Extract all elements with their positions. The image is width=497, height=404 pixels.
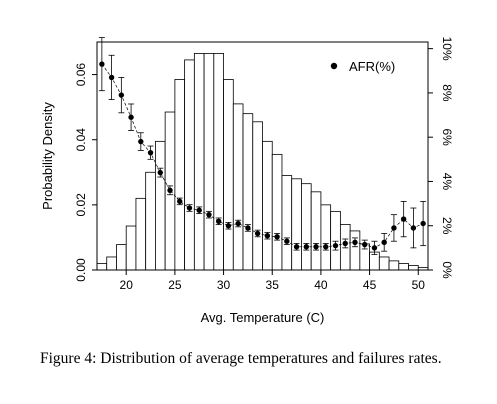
afr-point <box>371 245 378 251</box>
afr-point <box>245 225 251 231</box>
afr-series <box>98 37 427 255</box>
y2-tick-label: 6% <box>440 129 454 147</box>
histogram-bar <box>330 210 341 271</box>
histogram-bar <box>310 191 322 271</box>
histogram-bar <box>281 175 293 271</box>
histogram-bar <box>262 140 273 271</box>
afr-point <box>235 220 241 227</box>
legend-label: AFR(%) <box>349 59 395 74</box>
afr-point <box>381 239 387 246</box>
histogram-bar <box>106 256 117 271</box>
legend-marker <box>330 62 338 70</box>
afr-point <box>186 205 193 211</box>
afr-point <box>138 138 144 145</box>
histogram-bar <box>96 263 108 271</box>
plot-frame <box>96 41 429 271</box>
histogram-bar <box>252 121 263 271</box>
afr-point <box>293 244 300 250</box>
histogram-bar <box>388 260 400 271</box>
afr-point <box>342 240 348 247</box>
histogram-bar <box>135 197 147 271</box>
histogram-bar <box>271 153 283 271</box>
y2-tick-label: 4% <box>440 173 454 191</box>
afr-point <box>313 244 319 250</box>
figure-caption: Figure 4: Distribution of average temper… <box>40 350 442 367</box>
histogram-bar <box>301 183 312 271</box>
histogram-bar <box>193 53 205 271</box>
afr-point <box>215 218 222 225</box>
y2-tick-label: 2% <box>440 217 454 235</box>
histogram-bar <box>291 178 302 271</box>
histogram-bar <box>223 79 234 271</box>
histogram-bar <box>242 113 254 271</box>
y-tick-label: 0.04 <box>74 128 88 152</box>
afr-point <box>108 74 115 81</box>
histogram-bar <box>232 103 244 271</box>
y-tick-label: 0.06 <box>74 63 88 87</box>
afr-point <box>147 149 154 156</box>
afr-point <box>167 187 173 194</box>
chart: 20 25 30 35 40 45 50 0.00 0.02 0.04 0.06 0% 2% 4% 6% 8%… <box>40 37 454 325</box>
histogram-bar <box>398 263 409 271</box>
afr-point <box>391 225 397 231</box>
histogram-bar <box>320 204 332 271</box>
afr-point <box>118 92 125 98</box>
afr-point <box>274 234 280 240</box>
x-tick-label: 25 <box>168 278 182 292</box>
histogram-bar <box>174 79 186 271</box>
afr-point <box>362 241 368 248</box>
afr-point <box>400 216 407 222</box>
y2-tick-label: 10% <box>440 37 454 61</box>
x-tick-label: 50 <box>412 278 426 292</box>
y-axis-label: Probability Density <box>40 102 55 210</box>
x-tick-label: 45 <box>363 278 377 292</box>
afr-trend-line <box>101 63 424 249</box>
afr-point <box>420 220 426 227</box>
histogram-bar <box>213 53 224 271</box>
y-tick-label: 0.02 <box>74 193 88 217</box>
afr-point <box>303 244 310 250</box>
afr-point <box>196 207 202 213</box>
x-axis-label: Avg. Temperature (C) <box>201 310 325 325</box>
x-tick-label: 30 <box>217 278 231 292</box>
y2-tick-label: 8% <box>440 84 454 102</box>
afr-point <box>254 230 261 237</box>
afr-point <box>177 198 183 205</box>
histogram-bar <box>203 53 215 271</box>
histogram-bar <box>125 225 137 271</box>
afr-point <box>284 238 290 244</box>
histogram-bars <box>96 53 429 271</box>
afr-point <box>157 169 163 176</box>
afr-point <box>206 211 212 218</box>
afr-point <box>225 223 232 229</box>
x-tick-label: 20 <box>120 278 134 292</box>
legend: AFR(%) <box>330 59 395 74</box>
axes: 20 25 30 35 40 45 50 0.00 0.02 0.04 0.06 0% 2% 4% 6% 8%… <box>74 37 454 292</box>
histogram-bar <box>408 265 419 271</box>
afr-point <box>352 239 358 246</box>
histogram-bar <box>349 230 361 271</box>
afr-point <box>99 61 105 67</box>
histogram-bar <box>116 244 127 271</box>
y-tick-label: 0.00 <box>74 258 88 282</box>
x-tick-label: 35 <box>266 278 280 292</box>
afr-point <box>410 225 417 231</box>
histogram-bar <box>145 171 156 271</box>
afr-point <box>264 232 271 239</box>
afr-point <box>323 244 329 250</box>
afr-point <box>128 114 134 120</box>
histogram-bar <box>184 59 195 271</box>
afr-point <box>332 242 339 249</box>
histogram-bar <box>378 256 390 271</box>
x-tick-label: 40 <box>314 278 328 292</box>
histogram-bar <box>155 140 166 271</box>
y2-tick-label: 0% <box>440 261 454 279</box>
